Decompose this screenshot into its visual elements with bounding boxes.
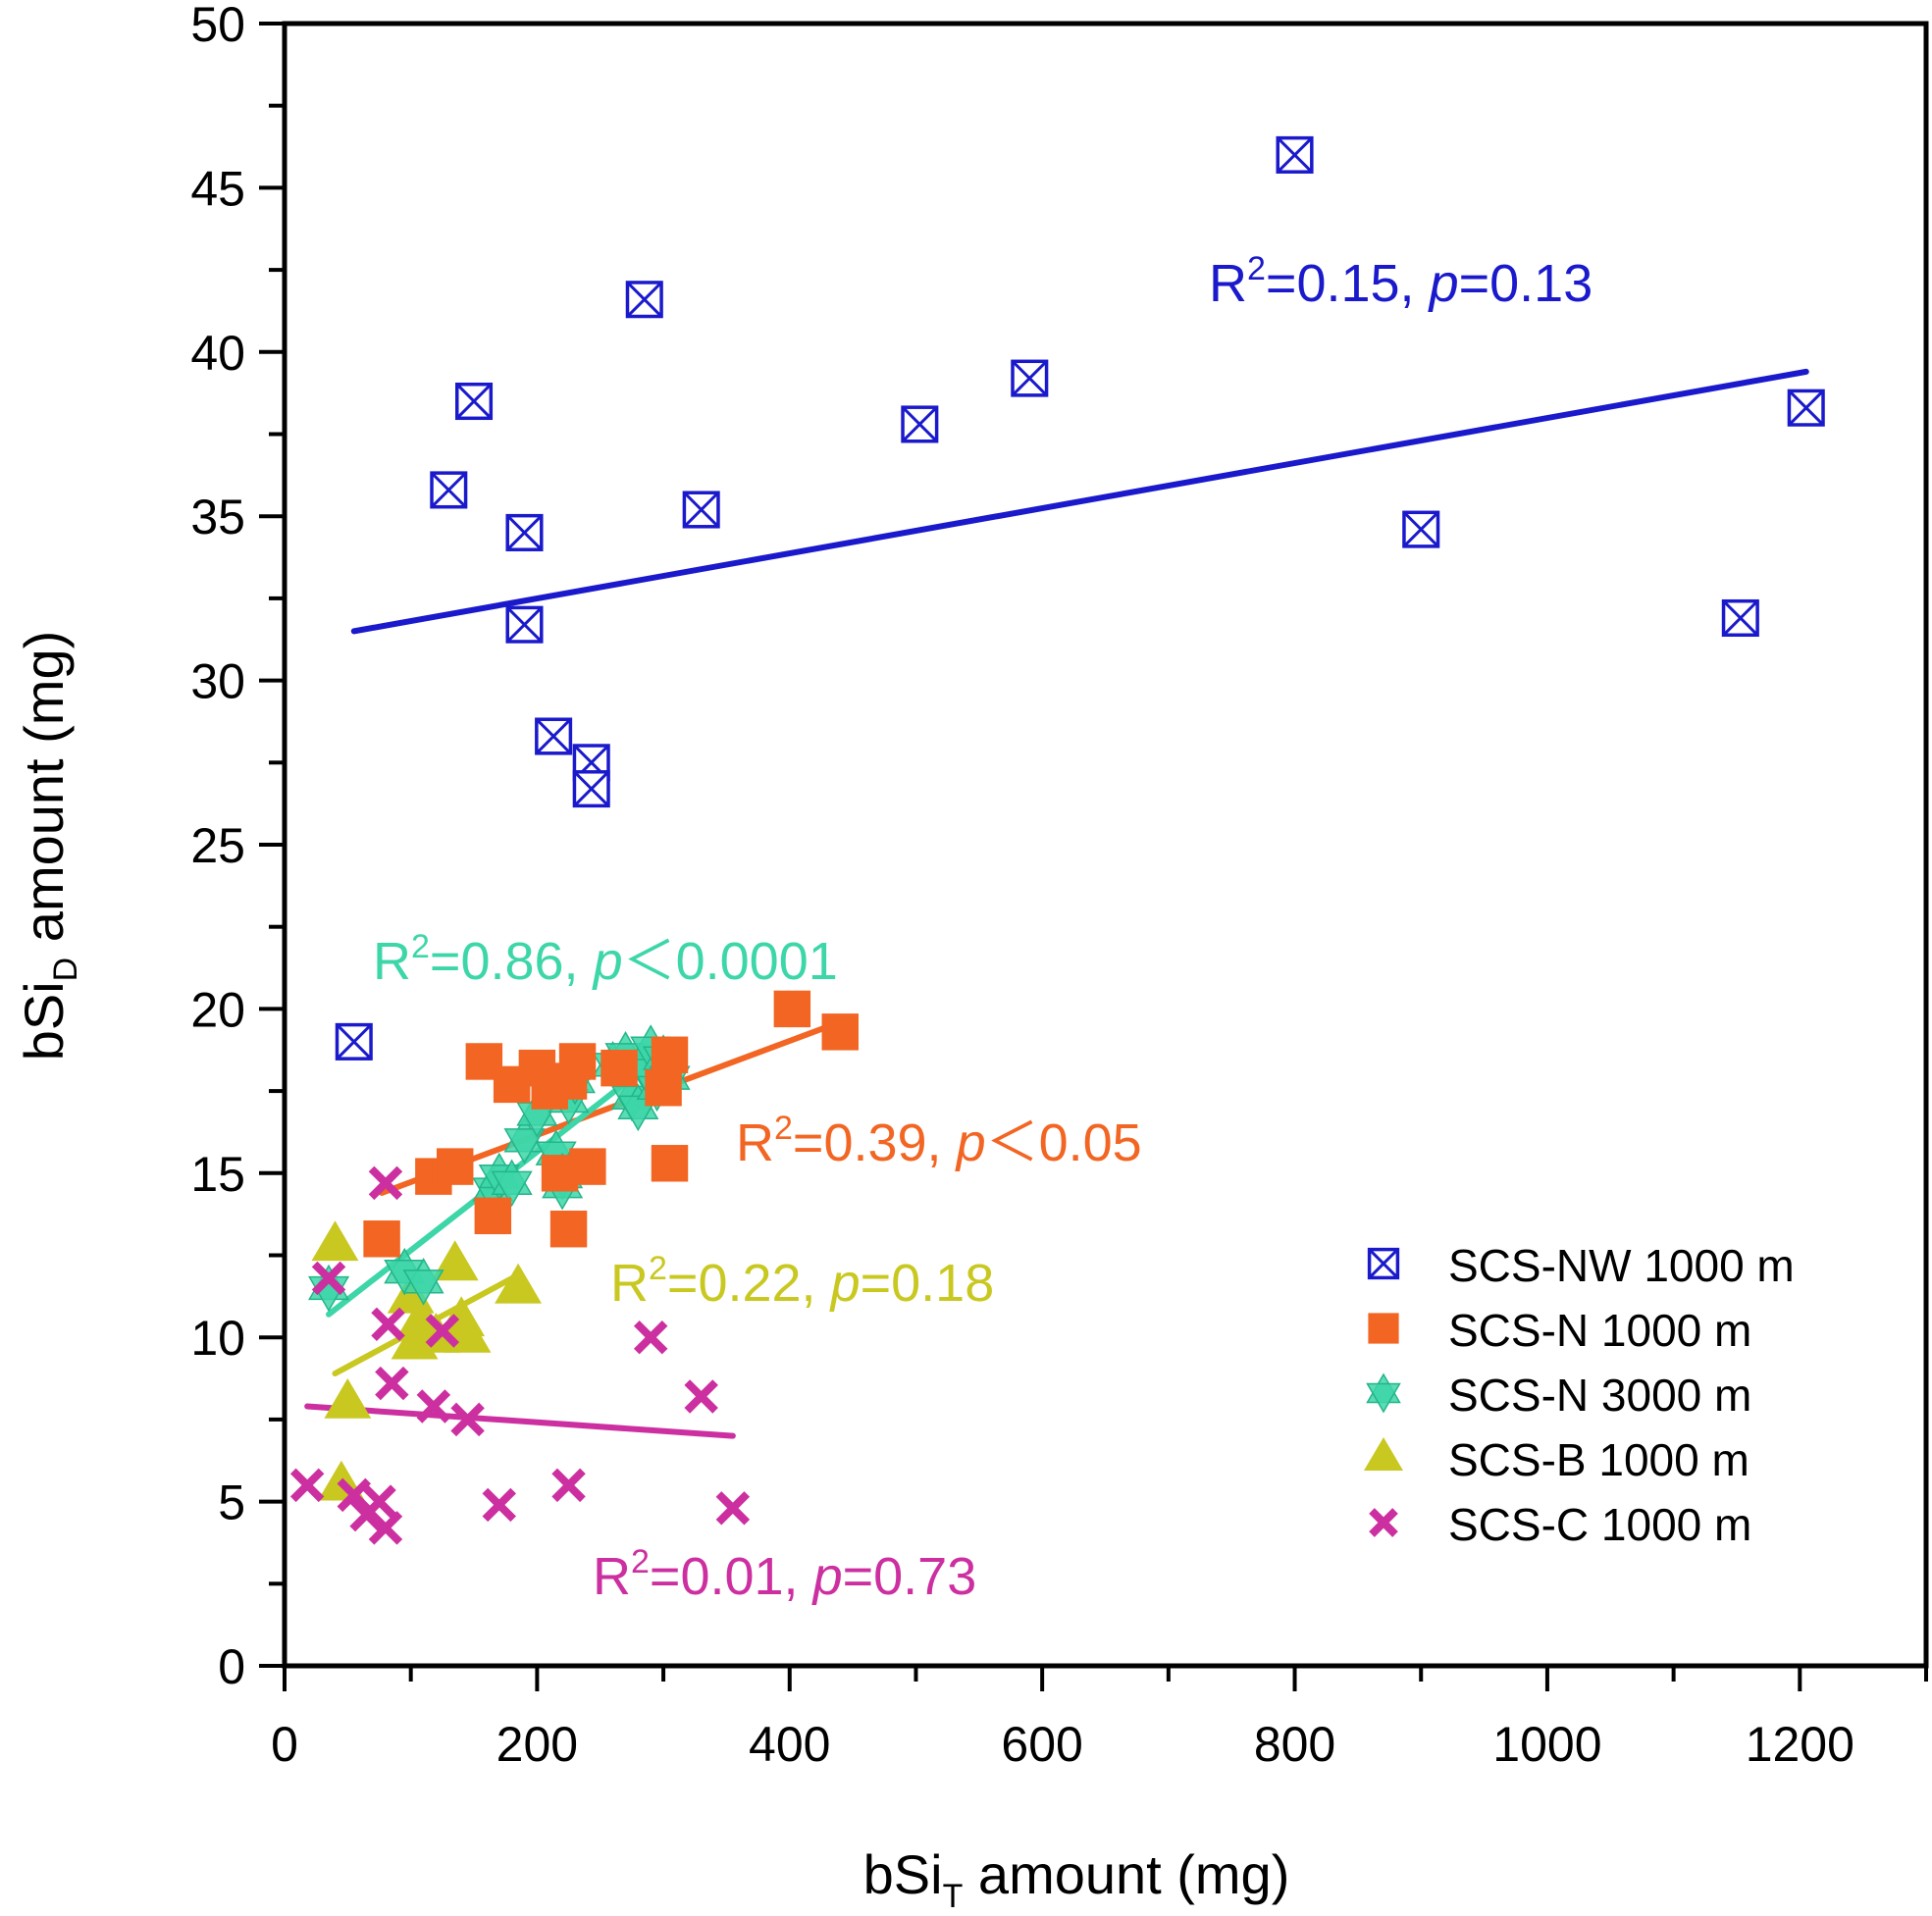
point-scs-nw-1000-m (535, 717, 573, 755)
point-scs-n-1000-m (773, 990, 811, 1028)
point-scs-c-1000-m (684, 1379, 718, 1414)
y-tick-label: 50 (190, 0, 245, 52)
y-tick-label: 35 (190, 490, 245, 544)
point-scs-nw-1000-m (682, 491, 720, 529)
point-scs-nw-1000-m (625, 281, 663, 319)
annotations-layer: R2=0.15, p=0.13 R2=0.86, p＜0.0001 R2=0.39,… (373, 250, 1593, 1606)
legend-item-scs-n-3000-m: SCS-N 3000 m (1366, 1370, 1751, 1421)
point-scs-nw-1000-m (335, 1022, 373, 1061)
point-scs-b-1000-m (324, 1378, 372, 1419)
point-scs-nw-1000-m (1787, 388, 1825, 427)
x-tick-label: 600 (1001, 1717, 1082, 1772)
x-tick-label: 1000 (1492, 1717, 1601, 1772)
point-scs-c-1000-m (416, 1389, 451, 1424)
legend-marker-scs-c-1000-m (1369, 1508, 1398, 1537)
point-scs-n-1000-m (651, 1036, 689, 1073)
y-tick-label: 25 (190, 818, 245, 873)
point-scs-nw-1000-m (572, 770, 610, 808)
legend-item-scs-b-1000-m: SCS-B 1000 m (1364, 1434, 1749, 1485)
fit-line-scs-nw-1000-m (350, 368, 1809, 635)
legend-label: SCS-N 1000 m (1448, 1305, 1751, 1356)
x-tick-label: 200 (496, 1717, 578, 1772)
x-tick-label: 400 (749, 1717, 830, 1772)
point-scs-n-3000-m (384, 1247, 426, 1296)
legend-label: SCS-N 3000 m (1448, 1370, 1751, 1421)
point-scs-nw-1000-m (430, 471, 468, 509)
point-scs-c-1000-m (551, 1468, 586, 1503)
point-scs-c-1000-m (311, 1261, 346, 1296)
x-axis-label: bSiT amount (mg) (863, 1843, 1290, 1915)
point-scs-nw-1000-m (1721, 598, 1759, 638)
point-scs-b-1000-m (311, 1220, 359, 1262)
legend-marker-scs-n-3000-m (1366, 1372, 1401, 1414)
legend-label: SCS-B 1000 m (1448, 1434, 1749, 1485)
point-scs-nw-1000-m (1402, 510, 1440, 548)
point-scs-b-1000-m (495, 1263, 542, 1304)
y-axis-label: bSiD amount (mg) (13, 631, 84, 1062)
point-scs-n-1000-m (363, 1220, 400, 1258)
point-scs-c-1000-m (482, 1487, 517, 1523)
point-scs-c-1000-m (425, 1314, 460, 1348)
point-scs-c-1000-m (368, 1165, 403, 1201)
axes-layer: 0 200 400 600 800 1000 1200 0 5 10 15 20 25 30 35 40 45 5… (190, 0, 1929, 1772)
point-scs-n-3000-m (491, 1159, 533, 1208)
legend: SCS-NW 1000 m SCS-N 1000 m SCS-N 3000 m SCS… (1364, 1240, 1795, 1550)
y-tick-label: 0 (218, 1639, 245, 1694)
point-scs-n-1000-m (651, 1145, 689, 1182)
y-tick-label: 20 (190, 982, 245, 1037)
point-scs-c-1000-m (371, 1307, 405, 1342)
legend-label: SCS-NW 1000 m (1448, 1240, 1795, 1291)
y-tick-label: 15 (190, 1147, 245, 1202)
legend-marker-scs-nw-1000-m (1367, 1247, 1400, 1280)
point-scs-c-1000-m (362, 1484, 396, 1519)
point-scs-n-1000-m (821, 1013, 859, 1051)
point-scs-c-1000-m (368, 1511, 403, 1545)
point-scs-c-1000-m (450, 1402, 485, 1437)
point-scs-c-1000-m (633, 1320, 668, 1355)
annotation-scs-b-1000-m: R2=0.22, p=0.18 (610, 1250, 994, 1313)
point-scs-n-1000-m (474, 1197, 512, 1235)
x-tick-label: 0 (271, 1717, 298, 1772)
axis-labels-layer: bSiT amount (mg) bSiD amount (mg) (13, 631, 1289, 1915)
legend-item-scs-n-1000-m: SCS-N 1000 m (1368, 1305, 1751, 1356)
point-scs-n-1000-m (549, 1210, 588, 1248)
x-tick-label: 800 (1254, 1717, 1335, 1772)
point-scs-n-1000-m (600, 1049, 638, 1087)
y-tick-label: 30 (190, 654, 245, 709)
point-scs-nw-1000-m (1276, 135, 1314, 174)
point-scs-n-3000-m (402, 1258, 444, 1306)
legend-marker-scs-b-1000-m (1364, 1437, 1403, 1471)
point-scs-n-3000-m (503, 1116, 546, 1165)
annotation-scs-n-3000-m: R2=0.86, p＜0.0001 (373, 928, 838, 991)
point-scs-n-1000-m (645, 1069, 682, 1107)
point-scs-nw-1000-m (1011, 359, 1049, 397)
y-tick-label: 5 (218, 1476, 245, 1530)
point-scs-nw-1000-m (505, 513, 544, 551)
annotation-scs-n-1000-m: R2=0.39, p＜0.05 (736, 1110, 1142, 1172)
point-scs-nw-1000-m (505, 605, 544, 644)
y-tick-label: 45 (190, 161, 245, 216)
legend-item-scs-nw-1000-m: SCS-NW 1000 m (1367, 1240, 1795, 1291)
annotation-scs-nw-1000-m: R2=0.15, p=0.13 (1209, 250, 1593, 313)
x-tick-label: 1200 (1746, 1717, 1854, 1772)
legend-item-scs-c-1000-m: SCS-C 1000 m (1369, 1499, 1751, 1550)
point-scs-n-1000-m (558, 1043, 597, 1080)
y-tick-label: 40 (190, 326, 245, 381)
legend-label: SCS-C 1000 m (1448, 1499, 1751, 1550)
data-points-layer (289, 135, 1825, 1545)
point-scs-n-1000-m (569, 1148, 606, 1185)
point-scs-nw-1000-m (901, 405, 939, 443)
point-scs-c-1000-m (289, 1468, 325, 1503)
point-scs-nw-1000-m (455, 382, 494, 421)
point-scs-c-1000-m (375, 1366, 409, 1401)
y-tick-label: 10 (190, 1311, 245, 1366)
fit-line-scs-c-1000-m (304, 1403, 736, 1439)
legend-marker-scs-n-1000-m (1368, 1313, 1399, 1344)
point-scs-c-1000-m (715, 1491, 751, 1526)
point-scs-n-1000-m (437, 1148, 474, 1185)
point-scs-c-1000-m (337, 1477, 372, 1513)
annotation-scs-c-1000-m: R2=0.01, p=0.73 (593, 1543, 976, 1606)
